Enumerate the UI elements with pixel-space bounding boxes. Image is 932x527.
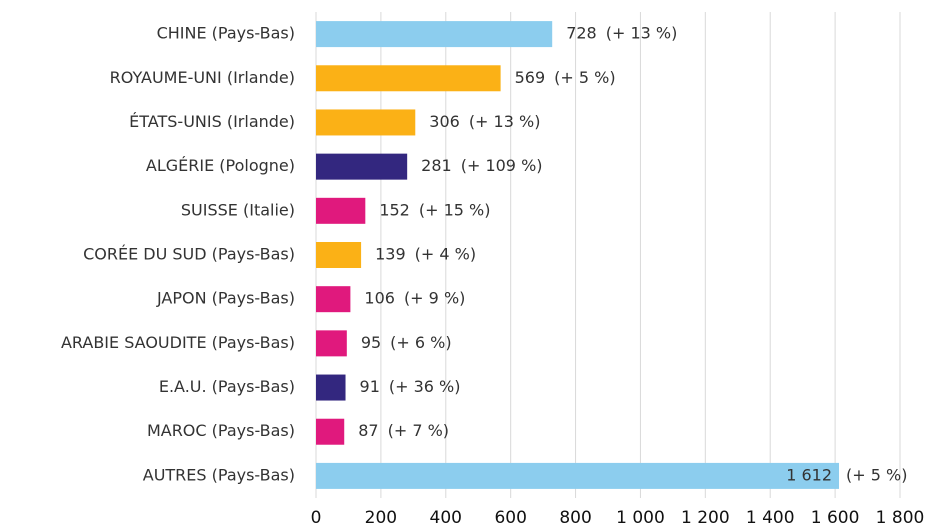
bar — [316, 462, 840, 489]
x-tick-label: 1 800 — [876, 508, 925, 527]
bar — [316, 65, 501, 92]
y-tick-label: CHINE (Pays-Bas) — [157, 24, 295, 43]
bar — [316, 286, 351, 313]
bar — [316, 109, 416, 136]
x-tick-label: 200 — [365, 508, 397, 527]
annotation: (+ 15 %) — [419, 200, 491, 219]
value-label: 95 — [361, 333, 381, 352]
value-label: 139 — [375, 245, 406, 264]
annotation: (+ 4 %) — [415, 245, 476, 264]
x-tick-label: 1 400 — [746, 508, 795, 527]
value-label: 91 — [360, 377, 380, 396]
x-tick-label: 1 200 — [681, 508, 730, 527]
value-label: 87 — [358, 421, 378, 440]
y-tick-label: AUTRES (Pays-Bas) — [143, 465, 295, 484]
y-tick-label: ALGÉRIE (Pologne) — [146, 156, 295, 175]
x-tick-label: 0 — [311, 508, 322, 527]
annotation: (+ 6 %) — [390, 333, 451, 352]
value-label: 281 — [421, 156, 452, 175]
annotation: (+ 13 %) — [469, 112, 541, 131]
value-label: 306 — [429, 112, 460, 131]
x-tick-label: 1 000 — [616, 508, 665, 527]
x-tick-label: 600 — [494, 508, 526, 527]
y-tick-label: ARABIE SAOUDITE (Pays-Bas) — [61, 333, 295, 352]
annotation: (+ 7 %) — [388, 421, 449, 440]
y-tick-label: ÉTATS-UNIS (Irlande) — [129, 112, 295, 131]
y-tick-label: CORÉE DU SUD (Pays-Bas) — [83, 245, 295, 264]
value-label: 152 — [379, 200, 410, 219]
annotation: (+ 5 %) — [554, 68, 615, 87]
bar — [316, 242, 362, 268]
x-tick-label: 400 — [430, 508, 462, 527]
y-tick-label: ROYAUME-UNI (Irlande) — [110, 68, 295, 87]
x-tick-label: 800 — [559, 508, 591, 527]
value-label: 728 — [566, 24, 597, 43]
bar — [316, 21, 553, 48]
y-tick-label: JAPON (Pays-Bas) — [156, 289, 295, 308]
value-label: 106 — [364, 289, 395, 308]
bar — [316, 374, 346, 401]
annotation: (+ 13 %) — [606, 24, 678, 43]
value-label: 1 612 — [786, 465, 832, 484]
bar — [316, 153, 408, 180]
y-tick-label: SUISSE (Italie) — [181, 200, 295, 219]
value-label: 569 — [515, 68, 546, 87]
bar — [316, 330, 347, 357]
y-tick-label: MAROC (Pays-Bas) — [147, 421, 295, 440]
annotation: (+ 109 %) — [461, 156, 543, 175]
bar — [316, 197, 366, 224]
y-tick-label: E.A.U. (Pays-Bas) — [159, 377, 295, 396]
bar — [316, 418, 345, 445]
annotation: (+ 36 %) — [389, 377, 461, 396]
x-tick-label: 1 600 — [811, 508, 860, 527]
annotation: (+ 5 %) — [846, 465, 907, 484]
annotation: (+ 9 %) — [404, 289, 465, 308]
